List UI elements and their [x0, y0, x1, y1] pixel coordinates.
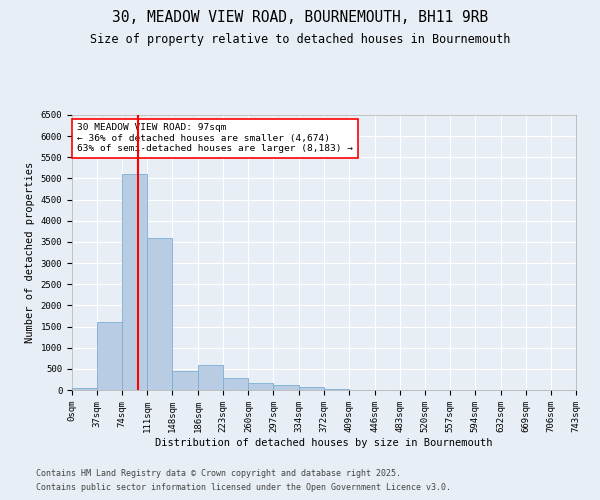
Bar — [72, 388, 97, 390]
Bar — [198, 364, 223, 390]
Text: Size of property relative to detached houses in Bournemouth: Size of property relative to detached ho… — [90, 32, 510, 46]
Bar — [325, 388, 349, 390]
Bar — [122, 174, 147, 390]
Bar — [248, 383, 274, 390]
Text: 30 MEADOW VIEW ROAD: 97sqm
← 36% of detached houses are smaller (4,674)
63% of s: 30 MEADOW VIEW ROAD: 97sqm ← 36% of deta… — [77, 123, 353, 153]
Bar — [274, 385, 299, 390]
Text: Contains public sector information licensed under the Open Government Licence v3: Contains public sector information licen… — [36, 484, 451, 492]
Text: Contains HM Land Registry data © Crown copyright and database right 2025.: Contains HM Land Registry data © Crown c… — [36, 468, 401, 477]
Bar — [299, 386, 325, 390]
Y-axis label: Number of detached properties: Number of detached properties — [25, 162, 35, 343]
Bar — [97, 322, 122, 390]
X-axis label: Distribution of detached houses by size in Bournemouth: Distribution of detached houses by size … — [155, 438, 493, 448]
Bar — [147, 238, 172, 390]
Text: 30, MEADOW VIEW ROAD, BOURNEMOUTH, BH11 9RB: 30, MEADOW VIEW ROAD, BOURNEMOUTH, BH11 … — [112, 10, 488, 25]
Bar — [172, 371, 198, 390]
Bar — [223, 378, 248, 390]
